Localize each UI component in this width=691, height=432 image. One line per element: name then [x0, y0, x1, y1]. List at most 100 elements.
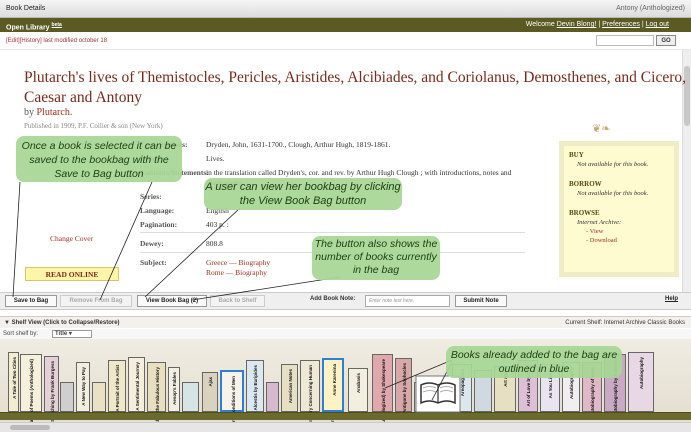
- shelf-book-spine[interactable]: Aesop's Fables: [168, 367, 180, 412]
- edit-row: [Edit][History] last modified october 18…: [0, 32, 691, 50]
- buy-heading: BUY: [569, 151, 584, 159]
- logo-beta: beta: [51, 22, 62, 28]
- borrow-text: Not available for this book.: [577, 190, 649, 197]
- field-value: 403 p. :: [206, 220, 229, 229]
- submit-note-button[interactable]: Submit Note: [455, 295, 507, 307]
- shelf-book-spine[interactable]: A Short Table of Poems (Anthologized): [20, 354, 42, 432]
- borrow-heading: BORROW: [569, 180, 602, 188]
- read-online-button[interactable]: READ ONLINE: [25, 267, 119, 281]
- change-cover-link[interactable]: Change Cover: [50, 234, 94, 243]
- sort-select[interactable]: Title ▾: [52, 330, 92, 338]
- by-text: by: [24, 107, 34, 118]
- remove-from-bag-button[interactable]: Remove From Bag: [60, 295, 132, 307]
- field-value: Dryden, John, 1631-1700., Clough, Arthur…: [206, 140, 391, 149]
- shelf-scrollbar[interactable]: [0, 422, 691, 432]
- author-link[interactable]: Plutarch.: [36, 107, 73, 118]
- window-tab-right: Antony (Anthologized): [616, 5, 685, 12]
- shelf-book-spine[interactable]: Anne Karenina: [322, 358, 344, 412]
- chevron-down-icon: ▾: [68, 331, 72, 337]
- note-input[interactable]: Enter note text here.: [365, 295, 450, 307]
- shelf-header[interactable]: ▼ Shelf View (Click to Collapse/Restore)…: [0, 316, 691, 328]
- divider: [140, 232, 525, 233]
- shelf-book-spine[interactable]: A Portrait of the Artist: [108, 360, 126, 412]
- callout-line: [12, 181, 21, 298]
- shelf-book-title: Alcestis by Euripides: [253, 365, 258, 411]
- shelf-book-spine[interactable]: A Tale of Two Cities: [8, 352, 19, 412]
- shelf-book-title: Antigone by Sophocles: [401, 363, 407, 414]
- shelf-book-spine[interactable]: Alcestis by Euripides: [246, 360, 264, 412]
- shelf-book-spine[interactable]: A New Way to Pay: [76, 362, 90, 412]
- shelf-book-spine[interactable]: Ajax: [202, 372, 218, 412]
- shelf-book-spine[interactable]: A Sketch of the Fabulous History: [147, 362, 166, 432]
- field-key: Pagination:: [140, 220, 178, 229]
- buy-text: Not available for this book.: [577, 161, 649, 168]
- shelf-book-spine[interactable]: All Sorts and Conditions of Men: [220, 370, 244, 432]
- back-to-shelf-button[interactable]: Back to Shelf: [210, 295, 265, 307]
- shelf-book-spine[interactable]: [182, 382, 199, 412]
- shelf-book-spine[interactable]: Antony (Anthologized) by Shakespeare: [372, 354, 393, 432]
- edit-link[interactable]: [Edit]: [6, 38, 20, 44]
- separator: |: [641, 21, 644, 28]
- browse-heading: BROWSE: [569, 209, 600, 217]
- welcome-text: Welcome: [525, 21, 555, 28]
- site-logo[interactable]: Open Library beta: [6, 18, 62, 35]
- history-link[interactable]: [History]: [19, 38, 42, 44]
- shelf-book-title: Anabasis: [356, 373, 361, 394]
- ornament-icon: ❦❧: [592, 123, 611, 135]
- logo-text: Open Library: [6, 24, 50, 32]
- username-link[interactable]: Devin Blong!: [556, 21, 597, 28]
- window-title: Book Details: [6, 5, 46, 12]
- shelf-toggle[interactable]: ▼ Shelf View (Click to Collapse/Restore): [4, 320, 120, 326]
- current-shelf: Current Shelf: Internet Archive Classic …: [565, 320, 685, 326]
- search-input[interactable]: [596, 35, 654, 46]
- shelf-book-spine[interactable]: American Notes: [281, 364, 298, 412]
- download-link[interactable]: - Download: [586, 237, 617, 244]
- sort-row: Sort shelf by: Title ▾: [0, 329, 691, 339]
- shelf-book-title: Ajax: [208, 377, 213, 387]
- page-scrollbar[interactable]: [682, 50, 691, 292]
- shelf-book-spine[interactable]: Antigone by Sophocles: [395, 358, 412, 414]
- callout-view-bag: A user can view her bookbag by clicking …: [204, 178, 402, 210]
- window-titlebar: Book Details Antony (Anthologized): [0, 0, 691, 18]
- shelf-book-spine[interactable]: A Sentimental Journey: [128, 357, 145, 412]
- publication-info: Published in 1909, P.F. Collier & son (N…: [24, 122, 163, 130]
- shelf-header-text: Shelf View (Click to Collapse/Restore): [11, 320, 120, 326]
- shelf-book-spine[interactable]: [92, 382, 106, 412]
- help-link[interactable]: Help: [665, 296, 679, 302]
- separator: |: [598, 21, 601, 28]
- user-menu: Welcome Devin Blong! | Preferences | Log…: [526, 18, 669, 32]
- shelf-book-title: American Notes: [287, 369, 293, 404]
- shelf-book-spine[interactable]: An Enquiry Concerning Human: [300, 360, 320, 432]
- preferences-link[interactable]: Preferences: [602, 21, 640, 28]
- go-button[interactable]: GO: [656, 35, 676, 46]
- last-modified: last modified october 18: [43, 38, 108, 44]
- callout-save: Once a book is selected it can be saved …: [16, 136, 182, 182]
- book-title: Plutarch's lives of Themistocles, Pericl…: [24, 69, 686, 106]
- shelf-book-spine[interactable]: Autobiography: [628, 352, 654, 412]
- view-book-bag-button[interactable]: View Book Bag (2): [137, 295, 207, 307]
- shelf-book-spine[interactable]: A Short Treatise Upon Sketching by Frank…: [44, 356, 59, 432]
- edit-bar: [Edit][History] last modified october 18: [6, 38, 107, 44]
- logout-link[interactable]: Log out: [645, 21, 669, 28]
- view-link[interactable]: - View: [586, 228, 604, 235]
- availability-box: BUY Not available for this book. BORROW …: [559, 141, 679, 277]
- scrollbar-thumb[interactable]: [684, 66, 690, 126]
- shelf-book-title: Aesop's Fables: [172, 372, 177, 405]
- shelf-book-title: A New Way to Pay: [81, 367, 86, 406]
- field-key: Language:: [140, 206, 175, 215]
- shelf-book-spine[interactable]: Anabasis: [348, 368, 368, 412]
- field-key: Dewey:: [140, 239, 164, 248]
- shelf-book-title: A Portrait of the Artist: [115, 365, 120, 412]
- open-book-icon: [415, 375, 461, 413]
- byline: by Plutarch.: [24, 107, 72, 118]
- shelf-scroll-thumb[interactable]: [10, 425, 50, 430]
- save-to-bag-button[interactable]: Save to Bag: [5, 295, 57, 307]
- shelf-book-spine[interactable]: [266, 382, 279, 412]
- field-key: Subject:: [140, 258, 167, 267]
- field-value: Lives.: [206, 154, 225, 163]
- shelf-book-title: Autobiography: [639, 357, 644, 389]
- shelf-book-spine[interactable]: [60, 382, 74, 412]
- site-header: Open Library beta Welcome Devin Blong! |…: [0, 18, 691, 32]
- shelf-book-title: A Sentimental Journey: [134, 362, 140, 411]
